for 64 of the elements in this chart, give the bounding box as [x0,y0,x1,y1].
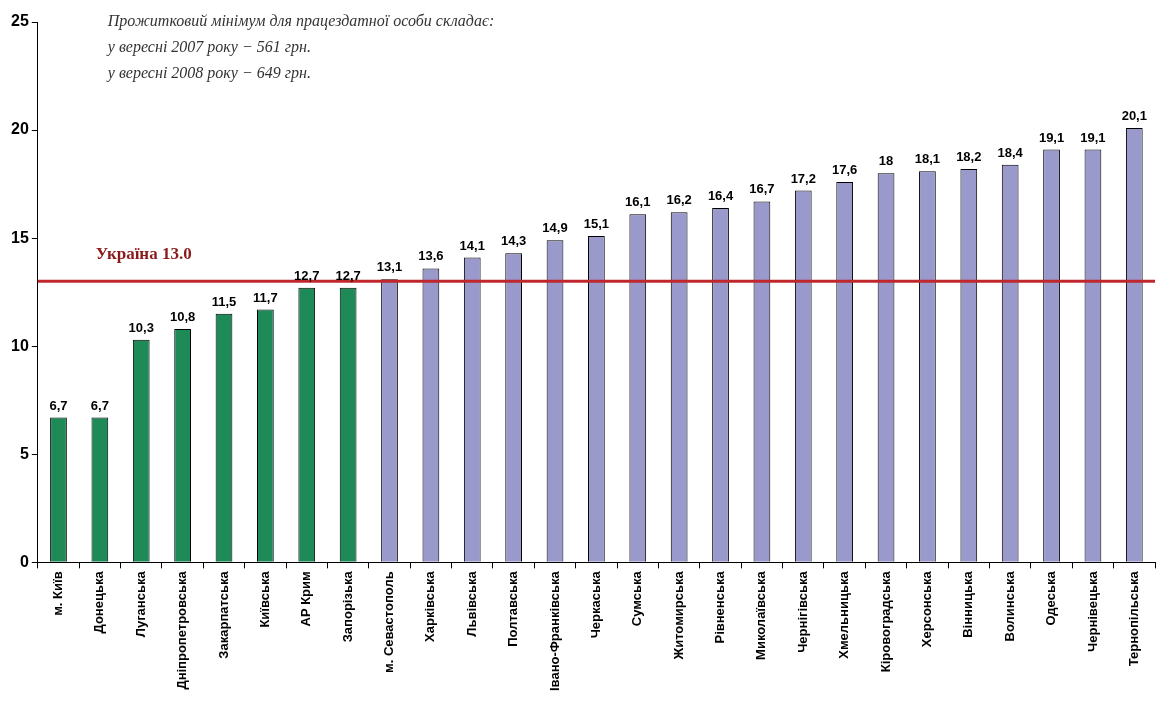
annotation: у вересні 2008 року − 649 грн. [105,64,311,83]
data-label: 14,9 [542,220,568,236]
x-tick-label: Херсонська [919,570,934,648]
x-tick-label: Луганська [132,570,148,638]
data-label: 18,1 [914,151,941,167]
data-label: 10,8 [169,309,196,324]
data-label: 16,1 [625,194,651,210]
ref-line-label: Україна 13.0 [95,244,192,264]
annotation: у вересні 2007 року − 561 грн. [105,38,311,57]
data-label: 18,4 [997,144,1024,160]
data-label: 17,6 [832,162,858,178]
data-label: 20,1 [1121,107,1147,123]
x-tick-label: Закарпатська [215,570,231,659]
x-tick-label: Сумська [629,570,645,627]
x-tick-label: Миколаївська [753,570,769,660]
data-label: 14,3 [500,233,527,249]
data-label: 13,1 [376,259,403,275]
x-tick-label: Донецька [91,570,107,634]
data-label: 19,1 [1038,129,1065,145]
x-tick-label: Івано-Франківська [546,570,562,692]
x-tick-label: Тернопільська [1125,570,1141,667]
data-label: 10,3 [128,319,154,335]
x-tick-label: Чернівецька [1084,570,1100,652]
data-label: 11,7 [253,289,278,305]
data-label: 16,4 [707,187,734,203]
x-tick-label: Черкаська [587,570,603,639]
x-tick-label: Хмельницька [836,570,852,659]
x-tick-label: Вінницька [960,570,976,638]
data-label: 12,7 [335,267,361,283]
data-label: 6,7 [90,397,109,413]
y-tick-label: 0 [19,552,29,570]
data-label: 16,2 [666,192,692,208]
data-label: 15,1 [583,216,610,232]
x-tick-label: Одеська [1043,570,1059,626]
data-label: 12,7 [294,267,320,283]
data-label: 6,7 [49,397,68,413]
data-label: 16,7 [749,181,775,197]
y-tick-label: 15 [11,228,29,246]
data-label: 18 [878,153,894,169]
data-label: 13,6 [418,248,444,264]
data-label: 19,1 [1080,129,1106,145]
x-tick-label: м. Київ [50,571,66,616]
x-tick-label: Львівська [463,570,479,637]
x-tick-label: АР Крим [298,571,314,627]
y-tick-label: 10 [11,336,29,354]
x-tick-label: Київська [256,570,272,628]
data-label: 14,1 [459,237,485,253]
x-tick-label: Рівненська [712,570,728,644]
x-tick-label: Харківська [422,570,438,642]
x-tick-label: Дніпропетровська [174,570,190,690]
x-tick-label: м. Севастополь [381,571,397,673]
x-tick-label: Полтавська [505,570,521,647]
x-tick-label: Запорізька [339,570,355,643]
y-tick-label: 5 [19,444,29,462]
data-label: 18,2 [956,149,982,165]
x-tick-label: Кіровоградська [877,570,893,673]
data-label: 17,2 [790,170,816,186]
y-tick-label: 25 [11,12,29,30]
x-tick-label: Житомирська [670,570,686,661]
x-tick-label: Волинська [1001,570,1017,642]
annotation: Прожитковий мінімум для працездатної особи складає: [106,12,495,31]
x-tick-label: Чернігівська [794,570,810,653]
data-label: 11,5 [211,293,237,309]
y-tick-label: 20 [11,120,29,138]
